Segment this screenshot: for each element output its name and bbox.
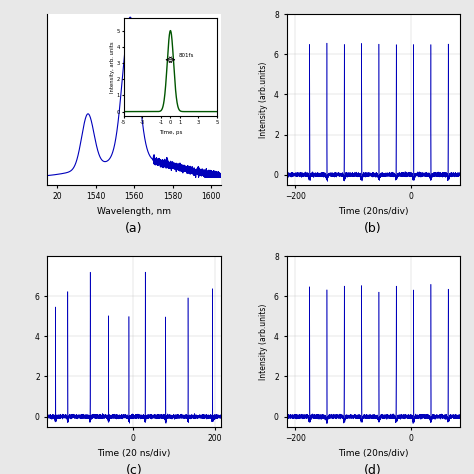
X-axis label: Wavelength, nm: Wavelength, nm: [97, 207, 171, 216]
Text: (d): (d): [365, 465, 382, 474]
Text: (c): (c): [126, 465, 142, 474]
Y-axis label: Intensity (arb.units): Intensity (arb.units): [259, 61, 268, 137]
Y-axis label: Intensity (arb.units): Intensity (arb.units): [259, 303, 268, 380]
Text: (b): (b): [365, 222, 382, 235]
X-axis label: Time (20ns/div): Time (20ns/div): [338, 449, 409, 458]
X-axis label: Time (20ns/div): Time (20ns/div): [338, 207, 409, 216]
Text: (a): (a): [125, 222, 143, 235]
X-axis label: Time (20 ns/div): Time (20 ns/div): [97, 449, 171, 458]
